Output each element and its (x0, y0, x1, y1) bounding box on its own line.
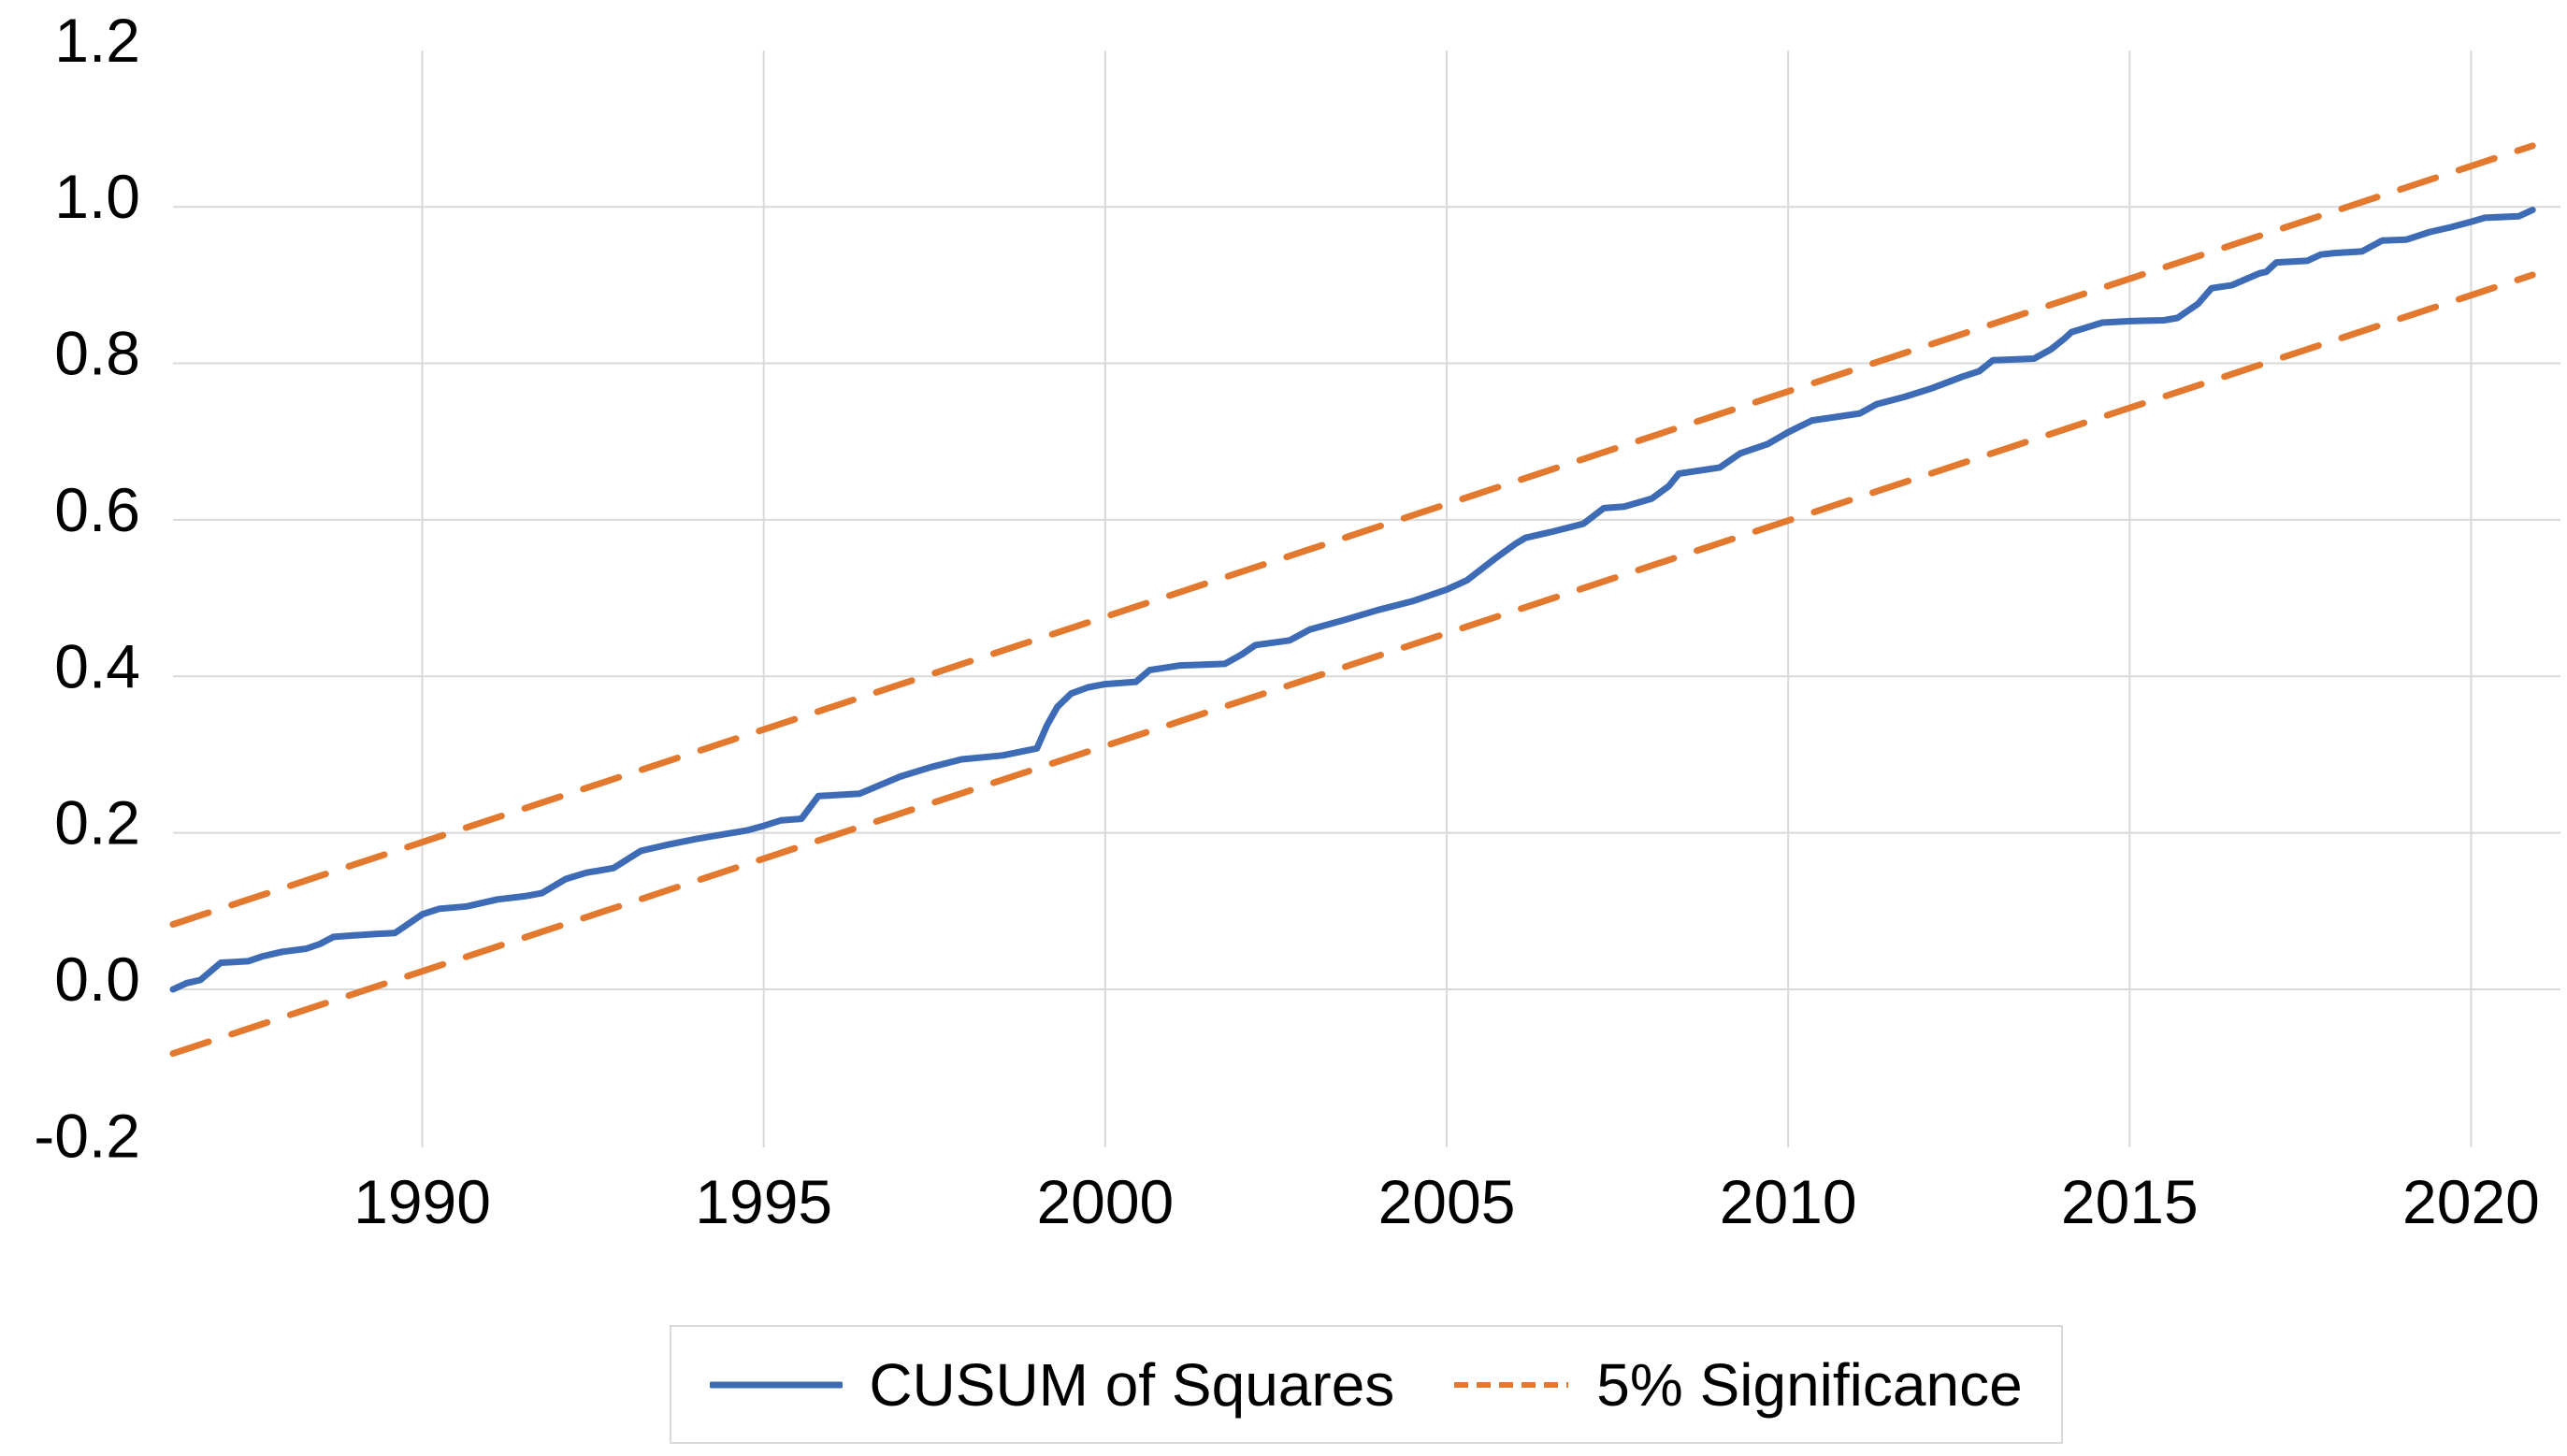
y-tick-label: 0.0 (54, 944, 140, 1014)
x-tick-label: 1990 (353, 1167, 491, 1236)
x-tick-label: 2005 (1378, 1167, 1516, 1236)
gridlines (173, 50, 2560, 1147)
y-tick-label: 1.2 (54, 6, 140, 75)
legend-dashed-line-swatch (1454, 1381, 1569, 1388)
y-tick-label: 0.8 (54, 319, 140, 388)
y-tick-label: 0.6 (54, 475, 140, 544)
significance-upper-band-line (169, 142, 2536, 928)
significance-lower-band-line (169, 271, 2536, 1058)
x-tick-label: 2020 (2402, 1167, 2540, 1236)
y-tick-label: 1.0 (54, 162, 140, 231)
x-axis-tick-labels: 1990 1995 2000 2005 2010 2015 2020 (353, 1167, 2540, 1236)
x-tick-label: 2015 (2061, 1167, 2199, 1236)
legend-item-significance: 5% Significance (1452, 1350, 2023, 1419)
y-tick-label: 0.4 (54, 631, 140, 700)
x-tick-label: 2010 (1720, 1167, 1857, 1236)
y-axis-tick-labels: -0.2 0.0 0.2 0.4 0.6 0.8 1.0 1.2 (34, 6, 140, 1171)
legend-item-cusum: CUSUM of Squares (710, 1355, 1394, 1415)
x-tick-label: 2000 (1036, 1167, 1174, 1236)
cusum-of-squares-line (169, 207, 2536, 993)
x-tick-label: 1995 (695, 1167, 832, 1236)
y-tick-label: 0.2 (54, 788, 140, 858)
legend-label-significance: 5% Significance (1596, 1350, 2023, 1419)
legend-solid-line-swatch (710, 1381, 844, 1388)
legend-box: CUSUM of Squares 5% Significance (670, 1325, 2063, 1444)
y-tick-label: -0.2 (34, 1101, 140, 1170)
legend-label-cusum: CUSUM of Squares (869, 1350, 1395, 1419)
